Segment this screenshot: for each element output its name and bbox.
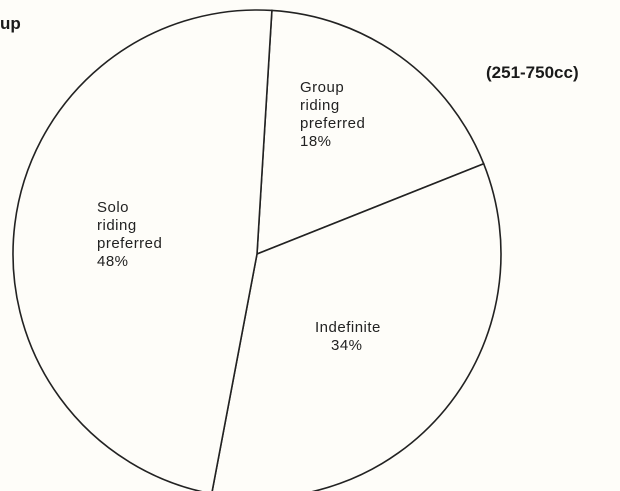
slice-label-group-riding-preferred: Group riding preferred 18% [300, 79, 365, 150]
chart-title-fragment: up [0, 14, 21, 33]
pie-slice-indefinite [211, 162, 502, 491]
slice-label-solo-riding-preferred: Solo riding preferred 48% [97, 199, 162, 270]
slice-label-indefinite: Indefinite 34% [315, 319, 381, 354]
pie-slice-solo-riding-preferred [12, 9, 273, 491]
chart-subtitle: (251-750cc) [486, 63, 579, 82]
pie-slice-group-riding-preferred [256, 9, 485, 256]
